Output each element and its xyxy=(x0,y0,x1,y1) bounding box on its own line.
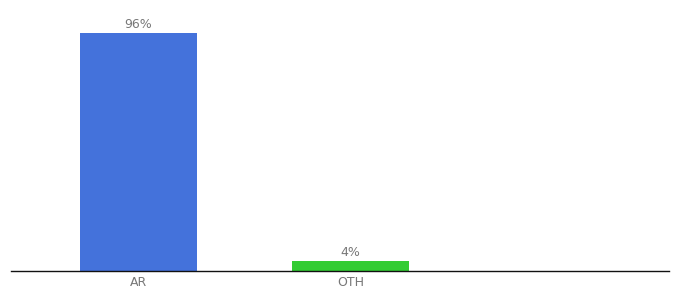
Text: 4%: 4% xyxy=(341,246,360,259)
Bar xyxy=(80,33,197,271)
Text: 96%: 96% xyxy=(124,18,152,31)
Bar xyxy=(292,261,409,271)
